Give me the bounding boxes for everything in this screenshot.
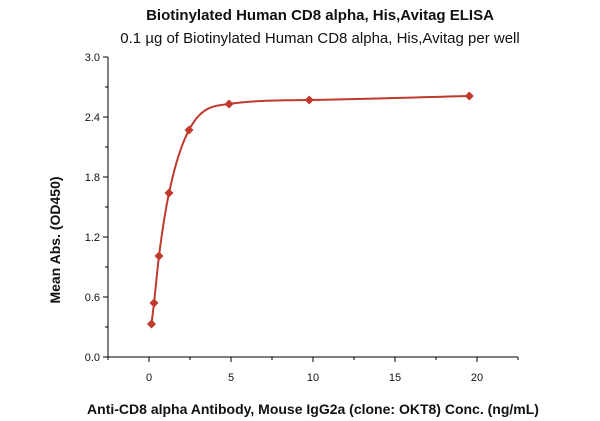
x-tick-label: 0: [146, 372, 152, 384]
data-point: [164, 188, 174, 198]
data-point: [464, 91, 474, 101]
y-tick-label: 3.0: [85, 52, 100, 64]
fit-curve: [150, 95, 470, 325]
data-point: [224, 99, 234, 109]
x-tick-label: 15: [389, 372, 401, 384]
data-point: [147, 319, 157, 329]
x-axis-label: Anti-CD8 alpha Antibody, Mouse IgG2a (cl…: [87, 401, 539, 417]
data-point: [184, 125, 194, 135]
y-tick-label: 0.6: [85, 292, 100, 304]
x-tick-label: 20: [471, 372, 483, 384]
y-axis-ticks: 0.0 0.6 1.2 1.8 2.4 3.0: [85, 52, 108, 364]
data-points: [147, 91, 474, 329]
y-axis-label: Mean Abs. (OD450): [47, 176, 63, 303]
y-tick-label: 2.4: [85, 112, 100, 124]
x-tick-label: 10: [307, 372, 319, 384]
x-axis-ticks: 0 5 10 15 20: [107, 357, 519, 384]
data-point: [154, 251, 164, 261]
chart-subtitle: 0.1 µg of Biotinylated Human CD8 alpha, …: [120, 30, 519, 47]
x-tick-label: 5: [228, 372, 234, 384]
y-tick-label: 1.2: [85, 232, 100, 244]
chart-title: Biotinylated Human CD8 alpha, His,Avitag…: [146, 7, 494, 24]
data-point: [149, 298, 159, 308]
y-tick-label: 0.0: [85, 352, 100, 364]
plot-area: 0.0 0.6 1.2 1.8 2.4 3.0 0 5 10 15 20: [85, 52, 519, 384]
y-tick-label: 1.8: [85, 172, 100, 184]
data-point: [304, 95, 314, 105]
